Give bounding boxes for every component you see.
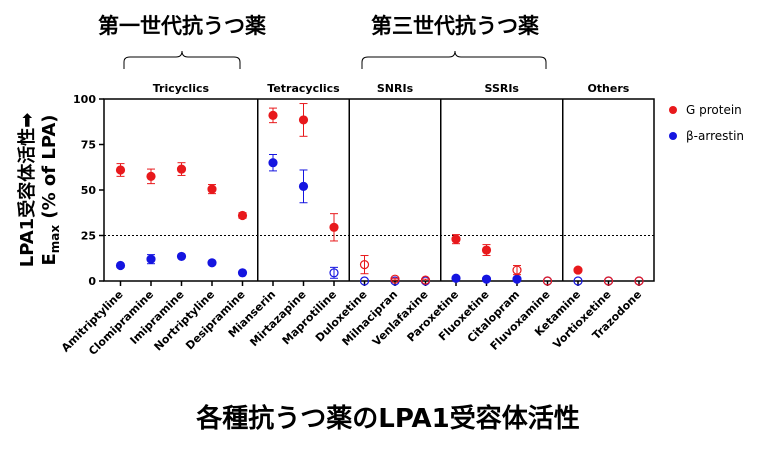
data-point xyxy=(512,265,522,275)
legend: G protein β-arrestin xyxy=(669,103,744,143)
data-point xyxy=(390,274,400,284)
group-label: SNRIs xyxy=(377,82,414,95)
data-point xyxy=(603,276,614,286)
data-point xyxy=(146,254,156,264)
y-axis-label-max: max xyxy=(48,225,62,254)
y-tick-label: 0 xyxy=(88,275,96,288)
data-point xyxy=(359,276,370,286)
y-tick-label: 50 xyxy=(81,184,97,197)
data-point xyxy=(207,184,217,194)
data-point xyxy=(237,268,248,278)
y-axis-label: LPA1受容体活性➡ Emax (% of LPA) xyxy=(16,113,62,268)
data-point xyxy=(298,115,309,125)
plot-frame xyxy=(103,98,655,282)
plot-area: Tricyclics Tetracyclics SNRIs SSRIs Others 0 2… xyxy=(59,82,655,358)
y-axis-label-line2: Emax (% of LPA) xyxy=(39,114,62,265)
data-point xyxy=(329,222,339,232)
y-axis-label-unit: (% of LPA) xyxy=(39,114,60,224)
group-label: Tricyclics xyxy=(153,82,210,95)
legend-label: β-arrestin xyxy=(686,129,744,143)
data-point xyxy=(268,110,278,120)
first-generation-title: 第一世代抗うつ薬 xyxy=(98,14,266,38)
data-point xyxy=(451,234,461,244)
first-generation-brace xyxy=(123,50,241,69)
data-point xyxy=(329,268,339,278)
legend-label: G protein xyxy=(686,103,742,117)
legend-marker xyxy=(669,132,677,140)
caption: 各種抗うつ薬のLPA1受容体活性 xyxy=(195,403,579,434)
data-point xyxy=(298,181,309,191)
data-point xyxy=(176,251,187,262)
data-point xyxy=(634,276,644,286)
y-tick-label: 100 xyxy=(73,93,96,106)
data-point xyxy=(115,260,126,271)
third-generation-brace xyxy=(361,50,547,69)
data-point xyxy=(268,158,278,168)
y-axis-label-line1: LPA1受容体活性➡ xyxy=(16,113,38,268)
legend-marker xyxy=(669,106,677,114)
data-point xyxy=(573,276,583,286)
data-point xyxy=(359,260,370,270)
data-point xyxy=(512,274,522,284)
data-point xyxy=(146,171,156,181)
data-point xyxy=(237,210,248,221)
group-label: SSRIs xyxy=(485,82,520,95)
group-label: Others xyxy=(587,82,629,95)
y-tick-label: 25 xyxy=(81,230,96,243)
generation-titles: 第一世代抗うつ薬 第三世代抗うつ薬 xyxy=(98,14,547,69)
data-point xyxy=(451,273,461,283)
data-point xyxy=(115,165,126,175)
third-generation-title: 第三世代抗うつ薬 xyxy=(371,14,539,38)
data-point xyxy=(542,276,553,286)
data-point xyxy=(481,245,492,255)
data-point xyxy=(176,164,187,174)
data-point xyxy=(420,275,431,285)
y-axis-label-e: E xyxy=(39,253,60,265)
data-point xyxy=(481,274,492,284)
data-point xyxy=(573,265,583,275)
y-tick-label: 75 xyxy=(81,139,96,152)
data-point xyxy=(207,258,217,268)
group-label: Tetracyclics xyxy=(267,82,340,95)
